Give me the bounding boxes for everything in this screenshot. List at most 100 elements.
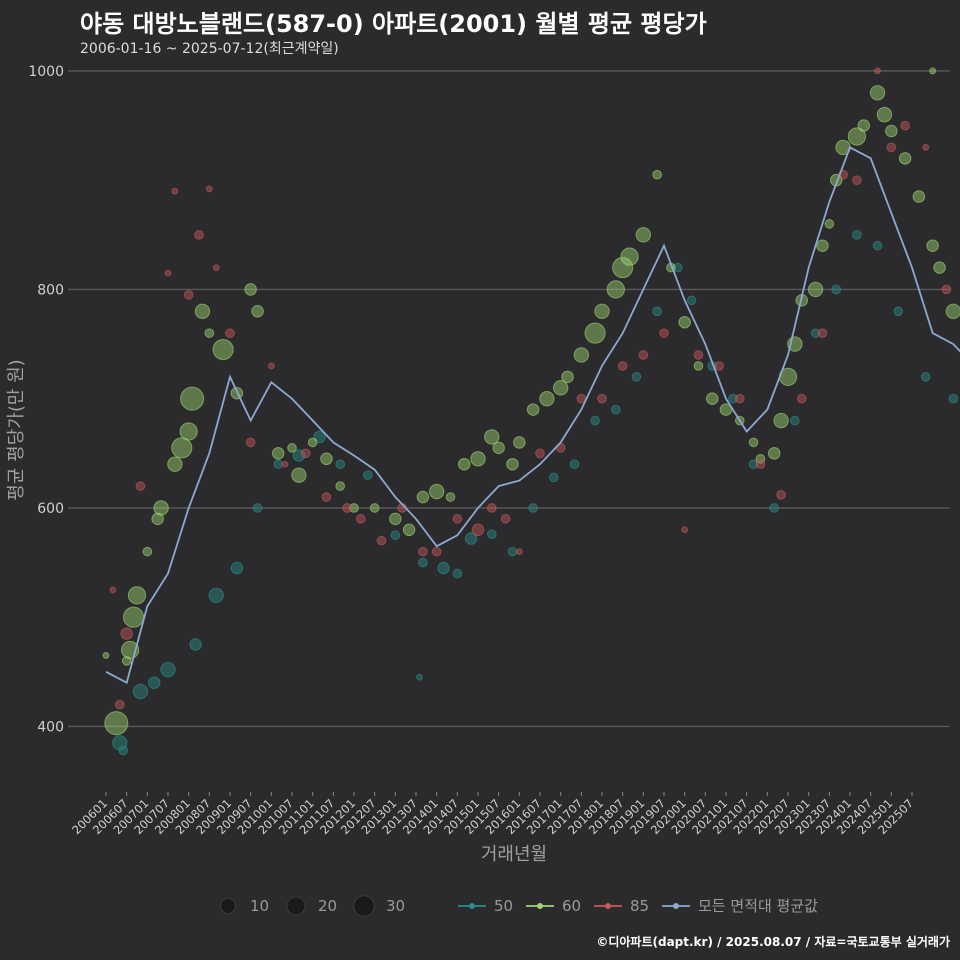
- data-point-50: [418, 557, 428, 568]
- data-point-60: [945, 303, 960, 319]
- data-point-60: [142, 546, 153, 557]
- data-point-50: [147, 676, 161, 690]
- data-point-60: [457, 457, 471, 471]
- data-point-60: [876, 106, 893, 123]
- chart-title: 야동 대방노블랜드(587-0) 아파트(2001) 월별 평균 평당가: [80, 10, 707, 38]
- data-point-85: [874, 67, 881, 75]
- data-point-60: [933, 261, 946, 274]
- data-point-60: [122, 606, 145, 628]
- data-point-60: [513, 436, 526, 449]
- legend-size-dot: [353, 895, 375, 917]
- data-point-85: [852, 175, 862, 185]
- grid-lines: [68, 70, 950, 728]
- data-point-85: [734, 393, 745, 404]
- y-axis-label: 평균 평당가(만 원): [6, 359, 27, 500]
- data-point-85: [205, 185, 213, 193]
- data-point-60: [573, 347, 590, 363]
- data-point-60: [244, 283, 257, 296]
- data-point-60: [869, 85, 886, 101]
- data-point-85: [114, 699, 125, 710]
- data-point-60: [652, 169, 662, 180]
- legend-size-dot: [219, 897, 237, 915]
- data-point-60: [445, 492, 456, 502]
- data-point-60: [320, 452, 333, 466]
- data-point-60: [179, 422, 198, 441]
- source-caption: ©디아파트(dapt.kr) / 2025.08.07 / 자료=국토교통부 실…: [596, 935, 950, 949]
- data-point-50: [252, 503, 263, 513]
- data-point-60: [755, 453, 766, 464]
- data-point-60: [885, 124, 898, 138]
- average-line-path: [105, 146, 960, 685]
- data-point-85: [194, 229, 204, 240]
- data-point-85: [922, 144, 930, 151]
- data-point-50: [590, 415, 600, 426]
- data-point-85: [245, 437, 256, 448]
- data-point-50: [672, 262, 683, 273]
- data-point-50: [610, 404, 621, 415]
- data-point-50: [652, 306, 662, 317]
- data-point-85: [135, 481, 146, 491]
- data-point-85: [681, 526, 689, 534]
- data-point-85: [225, 328, 235, 338]
- data-point-60: [824, 219, 835, 229]
- data-point-60: [506, 457, 519, 471]
- data-point-60: [307, 437, 318, 448]
- data-point-50: [507, 546, 518, 557]
- x-axis-ticks: 2006012006072007012007072008012008072009…: [69, 792, 916, 837]
- data-point-60: [389, 512, 402, 526]
- data-point-60: [748, 437, 759, 448]
- data-point-60: [816, 239, 829, 252]
- legend-color-label: 모든 면적대 평균값: [698, 897, 818, 915]
- data-point-85: [164, 269, 172, 277]
- data-point-50: [548, 472, 559, 483]
- data-point-60: [620, 247, 639, 266]
- data-point-60: [606, 280, 625, 299]
- data-point-85: [212, 264, 220, 271]
- y-tick-label: 800: [37, 282, 64, 298]
- data-point-50: [728, 393, 738, 404]
- data-point-60: [171, 437, 193, 459]
- data-point-60: [104, 711, 129, 736]
- data-point-60: [807, 281, 824, 298]
- data-point-50: [208, 587, 224, 604]
- data-points: [102, 67, 960, 756]
- data-point-50: [189, 638, 202, 651]
- data-point-60: [678, 315, 691, 329]
- data-point-85: [109, 586, 117, 594]
- data-point-85: [886, 142, 897, 153]
- data-point-85: [300, 448, 311, 459]
- data-point-60: [857, 119, 871, 132]
- data-point-85: [471, 523, 485, 537]
- legend-size-label: 30: [386, 897, 405, 915]
- data-point-85: [515, 548, 523, 556]
- data-point-85: [500, 514, 511, 524]
- data-point-85: [714, 361, 724, 371]
- data-point-85: [693, 350, 704, 360]
- legend-size-label: 10: [250, 897, 269, 915]
- y-tick-label: 400: [37, 719, 64, 735]
- legend-color-dot: [469, 903, 475, 909]
- data-point-60: [291, 467, 307, 483]
- data-point-85: [486, 503, 497, 513]
- data-point-60: [561, 370, 574, 384]
- data-point-60: [847, 127, 867, 146]
- data-point-60: [539, 390, 555, 407]
- data-point-50: [948, 393, 959, 404]
- data-point-60: [470, 451, 486, 467]
- legend-color-label: 50: [494, 897, 513, 915]
- data-point-85: [900, 120, 910, 131]
- data-point-60: [912, 190, 926, 203]
- data-point-50: [273, 459, 284, 470]
- data-point-85: [281, 460, 289, 468]
- data-point-60: [335, 481, 346, 491]
- data-point-60: [693, 361, 704, 371]
- data-point-60: [212, 338, 234, 361]
- x-axis-label: 거래년월: [481, 844, 547, 865]
- data-point-60: [612, 257, 634, 279]
- data-point-60: [526, 403, 540, 416]
- data-point-50: [893, 306, 904, 317]
- data-point-60: [349, 503, 359, 513]
- data-point-85: [817, 328, 828, 338]
- data-point-60: [402, 523, 416, 537]
- data-point-50: [569, 459, 580, 470]
